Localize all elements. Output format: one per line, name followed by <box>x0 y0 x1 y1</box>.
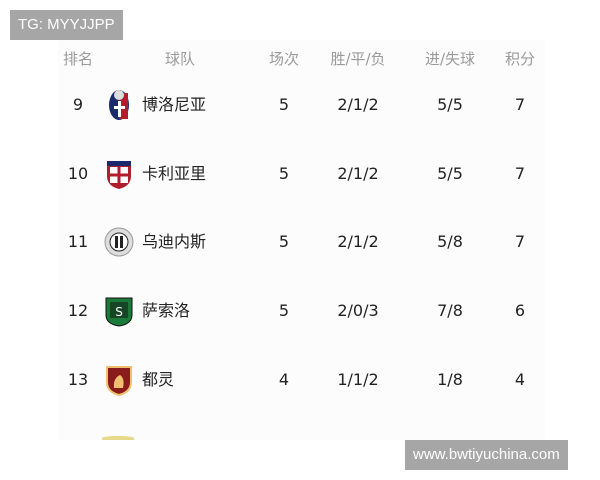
rank: 11 <box>67 232 89 251</box>
wdl: 1/1/2 <box>337 370 379 389</box>
team-name: 萨索洛 <box>142 301 191 320</box>
played: 5 <box>278 301 290 320</box>
team-name: 乌迪内斯 <box>142 232 207 251</box>
header-rank: 排名 <box>62 50 94 68</box>
watermark-top-left: TG: MYYJJPP <box>10 10 123 40</box>
points: 6 <box>514 301 526 320</box>
svg-text:S: S <box>115 305 123 319</box>
header-wdl: 胜/平/负 <box>330 50 386 68</box>
standings-table <box>58 40 545 440</box>
cagliari-crest-icon <box>107 161 131 189</box>
wdl: 2/1/2 <box>337 95 379 114</box>
header-played: 场次 <box>268 50 300 68</box>
sassuolo-crest-icon: S <box>105 297 133 327</box>
goals: 5/5 <box>437 164 463 183</box>
goals: 1/8 <box>437 370 463 389</box>
played: 4 <box>278 370 290 389</box>
header-team: 球队 <box>164 50 196 68</box>
goals: 5/8 <box>437 232 463 251</box>
rank: 12 <box>67 301 89 320</box>
played: 5 <box>278 232 290 251</box>
team-name: 博洛尼亚 <box>142 95 207 114</box>
goals: 7/8 <box>437 301 463 320</box>
team-name: 卡利亚里 <box>142 164 207 183</box>
team-name: 都灵 <box>142 370 175 389</box>
played: 5 <box>278 95 290 114</box>
wdl: 2/1/2 <box>337 164 379 183</box>
table-row: 9 博洛尼亚 5 2/1/2 5/5 7 <box>0 85 600 125</box>
points: 4 <box>514 370 526 389</box>
torino-crest-icon <box>106 366 132 396</box>
points: 7 <box>514 95 526 114</box>
udinese-crest-icon <box>104 227 134 257</box>
rank: 9 <box>72 95 84 114</box>
played: 5 <box>278 164 290 183</box>
rank: 10 <box>67 164 89 183</box>
rank: 13 <box>67 370 89 389</box>
points: 7 <box>514 164 526 183</box>
table-row: 13 都灵 4 1/1/2 1/8 4 <box>0 360 600 400</box>
header-goals: 进/失球 <box>424 50 476 68</box>
points: 7 <box>514 232 526 251</box>
table-row: 12 S 萨索洛 5 2/0/3 7/8 6 <box>0 291 600 331</box>
goals: 5/5 <box>437 95 463 114</box>
table-row: 10 卡利亚里 5 2/1/2 5/5 7 <box>0 154 600 194</box>
next-team-crest-partial <box>102 436 134 440</box>
watermark-bottom-right: www.bwtiyuchina.com <box>405 440 568 470</box>
bologna-crest-icon <box>109 90 129 120</box>
header-points: 积分 <box>504 50 536 68</box>
table-row: 11 乌迪内斯 5 2/1/2 5/8 7 <box>0 222 600 262</box>
wdl: 2/1/2 <box>337 232 379 251</box>
wdl: 2/0/3 <box>337 301 379 320</box>
